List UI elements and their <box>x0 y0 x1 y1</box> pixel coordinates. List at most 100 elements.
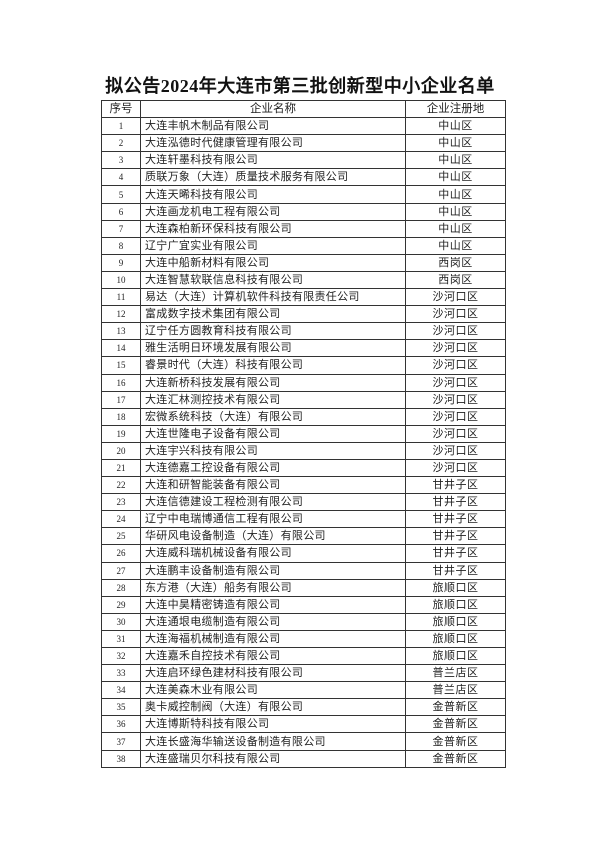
table-row: 23 大连信德建设工程检测有限公司 甘井子区 <box>101 493 506 512</box>
company-name-cell: 大连世隆电子设备有限公司 <box>140 424 406 443</box>
registration-area-cell: 旅顺口区 <box>405 629 506 649</box>
table-row: 21 大连德嘉工控设备有限公司 沙河口区 <box>101 458 506 478</box>
company-name-cell: 大连通垠电缆制造有限公司 <box>140 612 406 631</box>
company-name-cell: 宏微系统科技（大连）有限公司 <box>140 407 406 426</box>
registration-area-cell: 甘井子区 <box>405 561 506 580</box>
company-name-cell: 华研风电设备制造（大连）有限公司 <box>140 527 406 546</box>
table-row: 22 大连和研智能装备有限公司 甘井子区 <box>101 476 506 495</box>
table-row: 18 宏微系统科技（大连）有限公司 沙河口区 <box>101 407 506 426</box>
serial-number-cell: 4 <box>101 168 141 187</box>
company-name-cell: 大连启环绿色建材科技有限公司 <box>140 664 406 683</box>
registration-area-cell: 西岗区 <box>405 270 506 290</box>
registration-area-cell: 中山区 <box>405 219 506 238</box>
table-row: 35 奥卡威控制阀（大连）有限公司 金普新区 <box>101 698 506 717</box>
registration-area-cell: 甘井子区 <box>405 527 506 546</box>
registration-area-cell: 旅顺口区 <box>405 595 506 614</box>
registration-area-cell: 沙河口区 <box>405 356 506 375</box>
company-name-cell: 大连森柏新环保科技有限公司 <box>140 219 406 238</box>
table-row: 13 辽宁任方圆教育科技有限公司 沙河口区 <box>101 322 506 341</box>
serial-number-cell: 12 <box>101 305 141 324</box>
company-name-cell: 奥卡威控制阀（大连）有限公司 <box>140 698 406 717</box>
registration-area-cell: 沙河口区 <box>405 407 506 426</box>
serial-number-cell: 38 <box>101 749 141 768</box>
serial-number-cell: 27 <box>101 561 141 580</box>
registration-area-cell: 旅顺口区 <box>405 578 506 597</box>
serial-number-cell: 37 <box>101 732 141 751</box>
table-row: 32 大连嘉禾自控技术有限公司 旅顺口区 <box>101 646 506 666</box>
company-name-cell: 大连宇兴科技有限公司 <box>140 441 406 460</box>
serial-number-cell: 35 <box>101 698 141 717</box>
table-row: 12 富成数字技术集团有限公司 沙河口区 <box>101 305 506 324</box>
registration-area-cell: 沙河口区 <box>405 373 506 392</box>
registration-area-cell: 金普新区 <box>405 749 506 768</box>
serial-number-cell: 13 <box>101 322 141 341</box>
serial-number-cell: 36 <box>101 715 141 734</box>
document-title: 拟公告2024年大连市第三批创新型中小企业名单 <box>105 76 495 96</box>
company-name-cell: 辽宁中电瑞博通信工程有限公司 <box>140 510 406 529</box>
registration-area-cell: 旅顺口区 <box>405 646 506 666</box>
serial-number-cell: 2 <box>101 134 141 153</box>
company-name-cell: 辽宁任方圆教育科技有限公司 <box>140 322 406 341</box>
table-body: 1 大连丰帆木制品有限公司 中山区 2 大连泓德时代健康管理有限公司 中山区 3 大连轩墨科技… <box>101 117 506 768</box>
serial-number-cell: 24 <box>101 510 141 529</box>
registration-area-cell: 中山区 <box>405 134 506 153</box>
serial-number-cell: 9 <box>101 253 141 272</box>
company-name-cell: 大连鹏丰设备制造有限公司 <box>140 561 406 580</box>
table-row: 14 雅生活明日环境发展有限公司 沙河口区 <box>101 339 506 358</box>
registration-area-cell: 普兰店区 <box>405 664 506 683</box>
serial-number-cell: 28 <box>101 578 141 597</box>
serial-number-cell: 16 <box>101 373 141 392</box>
serial-number-cell: 19 <box>101 424 141 443</box>
company-name-cell: 睿景时代（大连）科技有限公司 <box>140 356 406 375</box>
company-name-cell: 大连轩墨科技有限公司 <box>140 151 406 170</box>
registration-area-cell: 沙河口区 <box>405 322 506 341</box>
table-row: 30 大连通垠电缆制造有限公司 旅顺口区 <box>101 612 506 631</box>
serial-number-cell: 22 <box>101 476 141 495</box>
serial-number-cell: 3 <box>101 151 141 170</box>
table-row: 29 大连中昊精密铸造有限公司 旅顺口区 <box>101 595 506 614</box>
company-name-cell: 东方港（大连）船务有限公司 <box>140 578 406 597</box>
company-name-cell: 大连天晞科技有限公司 <box>140 185 406 204</box>
table-row: 5 大连天晞科技有限公司 中山区 <box>101 185 506 204</box>
serial-number-cell: 1 <box>101 117 141 136</box>
registration-area-cell: 沙河口区 <box>405 441 506 460</box>
registration-area-cell: 金普新区 <box>405 732 506 751</box>
table-row: 33 大连启环绿色建材科技有限公司 普兰店区 <box>101 664 506 683</box>
table-row: 24 辽宁中电瑞博通信工程有限公司 甘井子区 <box>101 510 506 529</box>
table-row: 20 大连宇兴科技有限公司 沙河口区 <box>101 441 506 460</box>
company-name-cell: 大连信德建设工程检测有限公司 <box>140 493 406 512</box>
company-name-cell: 大连美森木业有限公司 <box>140 681 406 700</box>
table-row: 31 大连海福机械制造有限公司 旅顺口区 <box>101 629 506 649</box>
company-name-cell: 大连新桥科技发展有限公司 <box>140 373 406 392</box>
company-name-cell: 辽宁广宜实业有限公司 <box>140 236 406 255</box>
table-row: 28 东方港（大连）船务有限公司 旅顺口区 <box>101 578 506 597</box>
table-row: 7 大连森柏新环保科技有限公司 中山区 <box>101 219 506 238</box>
table-row: 37 大连长盛海华输送设备制造有限公司 金普新区 <box>101 732 506 751</box>
serial-number-cell: 8 <box>101 236 141 255</box>
registration-area-cell: 沙河口区 <box>405 458 506 478</box>
header-serial-number: 序号 <box>101 99 141 119</box>
serial-number-cell: 17 <box>101 390 141 409</box>
registration-area-cell: 沙河口区 <box>405 305 506 324</box>
registration-area-cell: 中山区 <box>405 202 506 221</box>
header-registration-area: 企业注册地 <box>405 99 506 119</box>
company-name-cell: 大连德嘉工控设备有限公司 <box>140 458 406 478</box>
registration-area-cell: 甘井子区 <box>405 493 506 512</box>
table-row: 9 大连中船新材料有限公司 西岗区 <box>101 253 506 272</box>
serial-number-cell: 7 <box>101 219 141 238</box>
registration-area-cell: 中山区 <box>405 185 506 204</box>
registration-area-cell: 西岗区 <box>405 253 506 272</box>
table-row: 27 大连鹏丰设备制造有限公司 甘井子区 <box>101 561 506 580</box>
serial-number-cell: 21 <box>101 458 141 478</box>
company-name-cell: 富成数字技术集团有限公司 <box>140 305 406 324</box>
registration-area-cell: 甘井子区 <box>405 476 506 495</box>
table-row: 15 睿景时代（大连）科技有限公司 沙河口区 <box>101 356 506 375</box>
table-row: 26 大连威科瑞机械设备有限公司 甘井子区 <box>101 544 506 563</box>
company-list-table: 序号 企业名称 企业注册地 1 大连丰帆木制品有限公司 中山区 2 大连泓德时代健康管理… <box>101 99 506 768</box>
registration-area-cell: 中山区 <box>405 236 506 255</box>
company-name-cell: 大连博斯特科技有限公司 <box>140 715 406 734</box>
serial-number-cell: 14 <box>101 339 141 358</box>
serial-number-cell: 11 <box>101 288 141 307</box>
header-company-name: 企业名称 <box>140 99 406 119</box>
table-header-row: 序号 企业名称 企业注册地 <box>101 99 506 119</box>
